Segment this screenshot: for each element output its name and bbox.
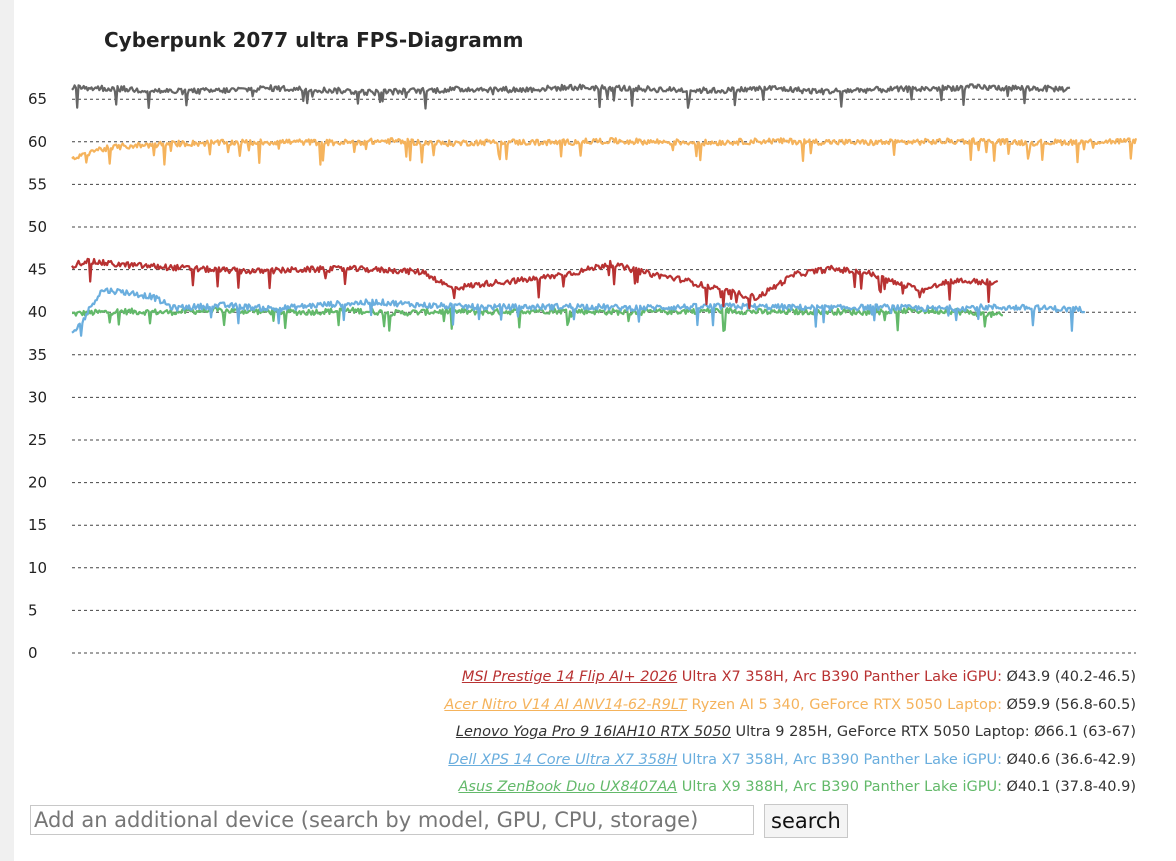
legend-device-link[interactable]: Asus ZenBook Duo UX8407AA <box>458 779 678 795</box>
legend-entry: Dell XPS 14 Core Ultra X7 358H Ultra X7 … <box>444 747 1136 775</box>
legend-device-link[interactable]: Dell XPS 14 Core Ultra X7 358H <box>448 751 678 768</box>
legend-entry: MSI Prestige 14 Flip AI+ 2026 Ultra X7 3… <box>444 664 1136 692</box>
y-tick-label: 55 <box>28 175 47 193</box>
series-line <box>71 287 1086 337</box>
legend-device-link[interactable]: MSI Prestige 14 Flip AI+ 2026 <box>461 669 678 685</box>
search-button[interactable]: search <box>764 804 848 838</box>
series-line <box>72 306 1004 332</box>
legend-fps-summary: Ø43.9 (40.2-46.5) <box>1001 669 1136 685</box>
legend-fps-summary: Ø40.6 (36.6-42.9) <box>1001 751 1136 768</box>
y-tick-label: 30 <box>28 388 47 406</box>
y-tick-label: 10 <box>28 559 47 577</box>
legend-device-spec: Ultra 9 285H, GeForce RTX 5050 Laptop: <box>730 724 1030 740</box>
y-tick-label: 45 <box>28 261 47 279</box>
chart-panel: Cyberpunk 2077 ultra FPS-Diagramm 0 5 10 15… <box>14 0 1176 861</box>
legend-entry: Lenovo Yoga Pro 9 16IAH10 RTX 5050 Ultra… <box>444 719 1136 747</box>
legend-entry: Asus ZenBook Duo UX8407AA Ultra X9 388H,… <box>444 774 1137 802</box>
legend-device-spec: Ultra X7 358H, Arc B390 Panther Lake iGP… <box>677 669 1002 685</box>
legend-device-spec: Ryzen AI 5 340, GeForce RTX 5050 Laptop: <box>686 696 1002 713</box>
y-tick-label: 35 <box>28 346 47 364</box>
legend: MSI Prestige 14 Flip AI+ 2026 Ultra X7 3… <box>444 664 1136 802</box>
legend-device-spec: Ultra X9 388H, Arc B390 Panther Lake iGP… <box>677 779 1002 795</box>
series-line <box>71 83 1071 110</box>
y-tick-label: 40 <box>28 303 47 321</box>
y-tick-label: 15 <box>28 516 47 534</box>
y-tick-label: 65 <box>28 90 47 108</box>
y-tick-label: 50 <box>28 218 47 236</box>
chart-title: Cyberpunk 2077 ultra FPS-Diagramm <box>104 28 524 52</box>
series-line <box>71 137 1138 166</box>
legend-device-link[interactable]: Acer Nitro V14 AI ANV14-62-R9LT <box>444 696 687 713</box>
y-tick-label: 20 <box>28 474 47 492</box>
legend-device-link[interactable]: Lenovo Yoga Pro 9 16IAH10 RTX 5050 <box>455 724 731 740</box>
legend-fps-summary: Ø40.1 (37.8-40.9) <box>1001 779 1136 795</box>
y-tick-label: 0 <box>28 644 38 662</box>
legend-fps-summary: Ø66.1 (63-67) <box>1029 724 1136 740</box>
legend-fps-summary: Ø59.9 (56.8-60.5) <box>1001 696 1136 713</box>
fps-line-chart: 0 5 10 15 20 25 30 35 40 45 50 55 60 65 <box>28 83 1138 662</box>
y-tick-label: 5 <box>28 601 38 619</box>
y-tick-label: 60 <box>28 133 47 151</box>
legend-entry: Acer Nitro V14 AI ANV14-62-R9LT Ryzen AI… <box>444 692 1136 720</box>
series-line <box>71 257 999 310</box>
y-tick-label: 25 <box>28 431 47 449</box>
device-search-input[interactable] <box>30 805 754 835</box>
legend-device-spec: Ultra X7 358H, Arc B390 Panther Lake iGP… <box>677 751 1002 768</box>
